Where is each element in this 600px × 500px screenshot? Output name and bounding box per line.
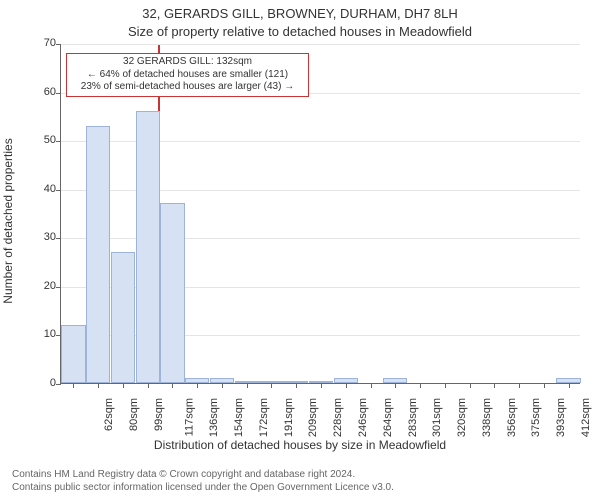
xtick-label: 338sqm: [481, 398, 493, 437]
footer-line-2: Contains public sector information licen…: [12, 481, 394, 494]
xtick-label: 375sqm: [530, 398, 542, 437]
xtick-label: 209sqm: [308, 398, 320, 437]
ytick-mark: [56, 93, 61, 94]
gridline: [61, 44, 580, 45]
ytick-label: 0: [26, 377, 56, 389]
chart-title-subtitle: Size of property relative to detached ho…: [0, 24, 600, 39]
xtick-label: 283sqm: [407, 398, 419, 437]
xtick-mark: [569, 383, 570, 388]
xtick-mark: [296, 383, 297, 388]
xtick-label: 154sqm: [233, 398, 245, 437]
annotation-line-1: 32 GERARDS GILL: 132sqm: [71, 56, 304, 69]
xtick-mark: [197, 383, 198, 388]
histogram-bar: [160, 203, 184, 383]
ytick-label: 10: [26, 328, 56, 340]
ytick-mark: [56, 141, 61, 142]
ytick-mark: [56, 44, 61, 45]
ytick-mark: [56, 384, 61, 385]
y-axis-label: Number of detached properties: [1, 138, 15, 303]
xtick-mark: [321, 383, 322, 388]
ytick-label: 70: [26, 37, 56, 49]
xtick-label: 117sqm: [183, 398, 195, 436]
xtick-mark: [123, 383, 124, 388]
xtick-label: 191sqm: [283, 398, 295, 437]
ytick-mark: [56, 238, 61, 239]
xtick-mark: [420, 383, 421, 388]
xtick-mark: [73, 383, 74, 388]
xtick-label: 356sqm: [506, 398, 518, 437]
ytick-label: 30: [26, 231, 56, 243]
ytick-label: 40: [26, 183, 56, 195]
x-axis-label: Distribution of detached houses by size …: [0, 438, 600, 452]
ytick-mark: [56, 190, 61, 191]
xtick-mark: [371, 383, 372, 388]
histogram-bar: [111, 252, 135, 383]
xtick-mark: [445, 383, 446, 388]
xtick-mark: [519, 383, 520, 388]
ytick-mark: [56, 287, 61, 288]
xtick-label: 136sqm: [209, 398, 221, 437]
xtick-label: 228sqm: [332, 398, 344, 437]
footer-line-1: Contains HM Land Registry data © Crown c…: [12, 468, 394, 481]
xtick-label: 246sqm: [357, 398, 369, 437]
xtick-mark: [544, 383, 545, 388]
annotation-line-2: ← 64% of detached houses are smaller (12…: [71, 69, 304, 82]
annotation-box: 32 GERARDS GILL: 132sqm ← 64% of detache…: [66, 53, 309, 97]
xtick-mark: [494, 383, 495, 388]
annotation-line-3: 23% of semi-detached houses are larger (…: [71, 81, 304, 94]
xtick-label: 301sqm: [431, 398, 443, 437]
xtick-label: 264sqm: [382, 398, 394, 437]
chart-container: 32, GERARDS GILL, BROWNEY, DURHAM, DH7 8…: [0, 0, 600, 500]
xtick-label: 62sqm: [103, 398, 115, 431]
histogram-bar: [61, 325, 85, 383]
xtick-mark: [148, 383, 149, 388]
ytick-label: 50: [26, 134, 56, 146]
xtick-mark: [346, 383, 347, 388]
ytick-label: 20: [26, 280, 56, 292]
xtick-label: 99sqm: [153, 398, 165, 431]
xtick-label: 172sqm: [258, 398, 270, 437]
chart-title-address: 32, GERARDS GILL, BROWNEY, DURHAM, DH7 8…: [0, 6, 600, 21]
xtick-mark: [271, 383, 272, 388]
ytick-label: 60: [26, 86, 56, 98]
footer-attribution: Contains HM Land Registry data © Crown c…: [12, 468, 394, 494]
xtick-label: 80sqm: [128, 398, 140, 431]
xtick-mark: [172, 383, 173, 388]
xtick-mark: [470, 383, 471, 388]
histogram-bar: [86, 126, 110, 383]
xtick-label: 412sqm: [580, 398, 592, 437]
histogram-bar: [136, 111, 160, 383]
xtick-mark: [222, 383, 223, 388]
xtick-label: 393sqm: [555, 398, 567, 437]
xtick-mark: [395, 383, 396, 388]
xtick-mark: [247, 383, 248, 388]
xtick-label: 320sqm: [456, 398, 468, 437]
xtick-mark: [98, 383, 99, 388]
